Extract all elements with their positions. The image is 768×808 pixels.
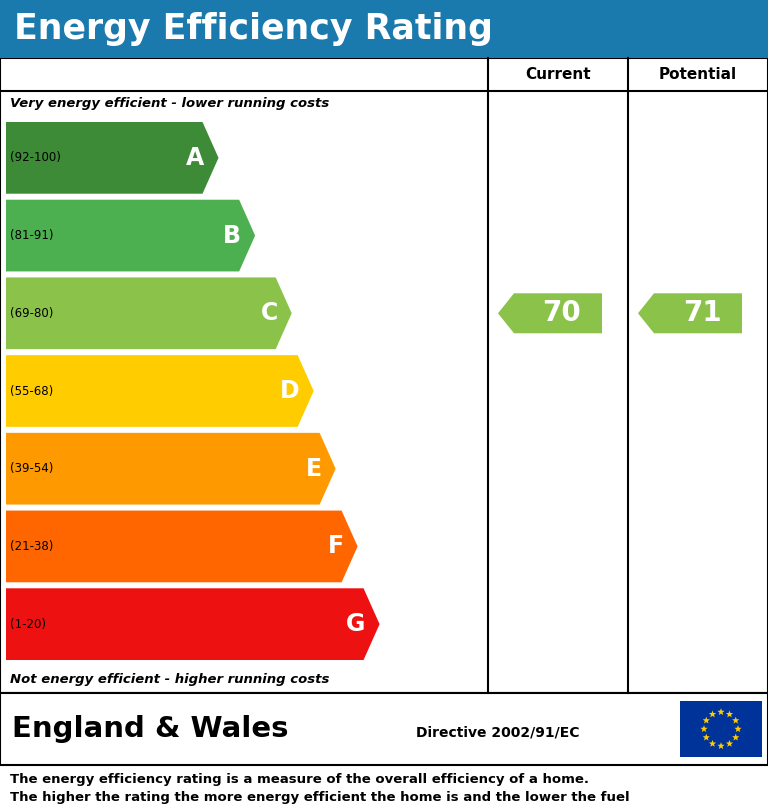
Text: 70: 70 [543,299,581,327]
Text: Directive 2002/91/EC: Directive 2002/91/EC [416,726,580,740]
Polygon shape [6,511,358,583]
Polygon shape [703,717,710,724]
Text: The higher the rating the more energy efficient the home is and the lower the fu: The higher the rating the more energy ef… [10,791,630,804]
Text: A: A [187,146,204,170]
Text: C: C [260,301,278,326]
Text: (55-68): (55-68) [10,385,53,398]
Polygon shape [6,356,313,427]
Bar [0,0,768,58]
Polygon shape [700,726,707,732]
Text: Potential: Potential [659,67,737,82]
Polygon shape [726,710,733,718]
Polygon shape [709,740,716,747]
Text: F: F [327,534,343,558]
Text: The energy efficiency rating is a measure of the overall efficiency of a home.: The energy efficiency rating is a measur… [10,773,589,786]
Polygon shape [717,708,725,715]
Text: Energy Efficiency Rating: Energy Efficiency Rating [14,12,493,46]
Text: 71: 71 [683,299,721,327]
Polygon shape [709,710,716,718]
Polygon shape [6,588,379,660]
Bar [0,58,768,693]
Text: Current: Current [525,67,591,82]
Polygon shape [638,293,742,333]
Text: Very energy efficient - lower running costs: Very energy efficient - lower running co… [10,98,329,111]
Text: G: G [346,612,366,636]
Polygon shape [6,122,219,194]
Text: (81-91): (81-91) [10,229,54,242]
Polygon shape [703,734,710,741]
Polygon shape [734,726,742,732]
Bar [0,693,768,765]
Text: England & Wales: England & Wales [12,715,289,743]
Polygon shape [717,743,725,749]
Text: B: B [223,224,241,247]
Polygon shape [732,717,740,724]
Text: D: D [280,379,300,403]
Text: E: E [306,457,322,481]
Text: (39-54): (39-54) [10,462,53,475]
Text: (1-20): (1-20) [10,617,46,630]
Polygon shape [6,433,336,504]
Polygon shape [732,734,740,741]
Polygon shape [726,740,733,747]
Text: (69-80): (69-80) [10,307,53,320]
Text: (21-38): (21-38) [10,540,53,553]
Text: Not energy efficient - higher running costs: Not energy efficient - higher running co… [10,672,329,685]
Bar [680,701,762,757]
Polygon shape [6,277,292,349]
Polygon shape [6,200,255,271]
Polygon shape [498,293,602,333]
Text: (92-100): (92-100) [10,151,61,164]
